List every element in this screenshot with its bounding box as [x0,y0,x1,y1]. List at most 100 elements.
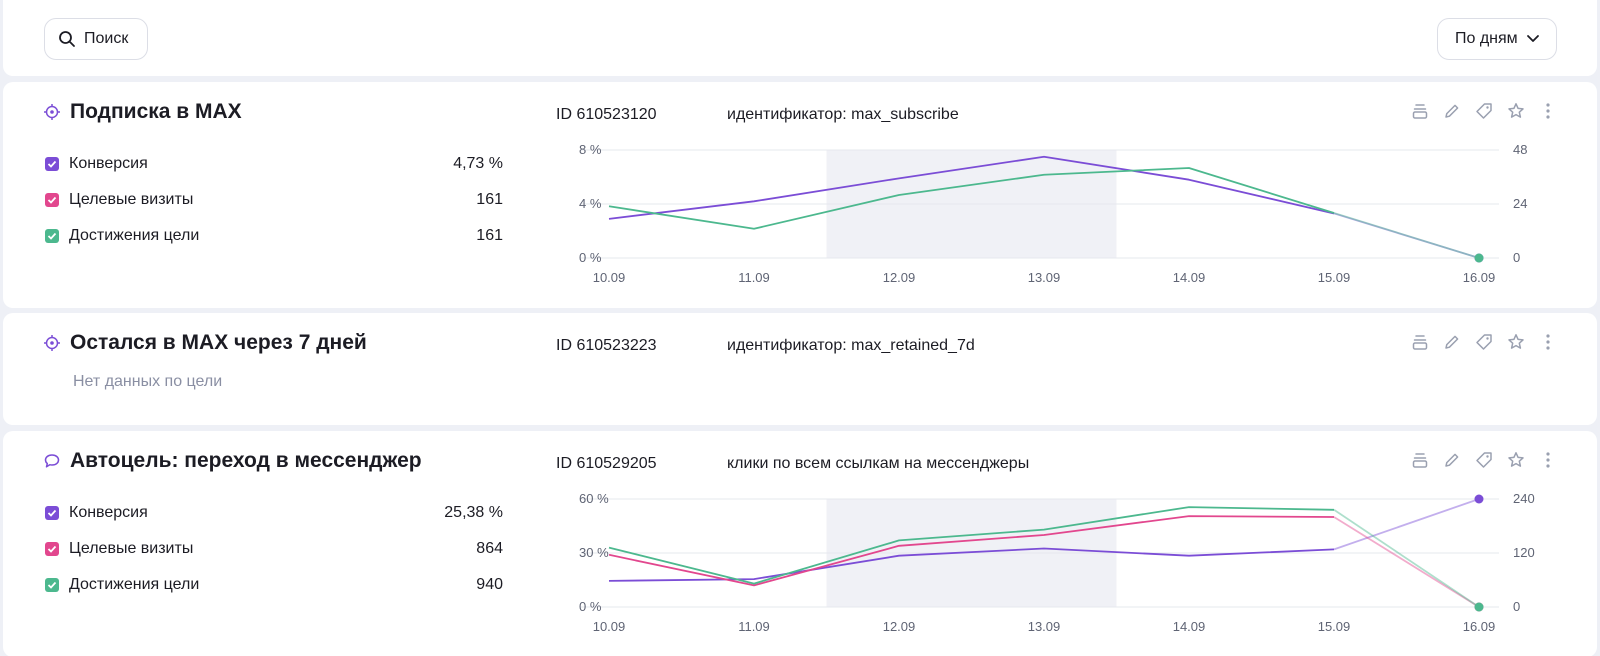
more-vertical-icon[interactable] [1539,332,1557,352]
x-tick: 10.09 [593,619,626,634]
x-tick: 14.09 [1173,619,1206,634]
goal-id: ID 610529205 [556,455,657,472]
metric-label: Достижения цели [69,227,200,244]
y-tick-left: 0 % [579,250,602,265]
tag-icon[interactable] [1475,101,1493,121]
y-tick-right: 0 [1513,250,1520,265]
y-tick-right: 240 [1513,491,1535,506]
x-tick: 14.09 [1173,270,1206,285]
search-button[interactable]: Поиск [44,18,148,60]
metric-value: 4,73 % [453,155,503,172]
checkbox-conversion[interactable] [45,506,59,520]
goal-title-row: Подписка в МАХ [43,100,242,124]
series-tail-reaches [1333,212,1480,259]
no-data-message: Нет данных по цели [73,373,223,390]
series-tail-conversion [1333,212,1480,259]
series-tail-conversion [1333,498,1480,551]
goal-title[interactable]: Остался в МАХ через 7 дней [70,331,367,354]
y-tick-right: 0 [1513,599,1520,614]
target-icon [43,334,61,352]
x-tick: 16.09 [1463,619,1496,634]
stack-icon[interactable] [1411,450,1429,470]
metric-value: 161 [476,191,503,208]
metric-row-reaches: Достижения цели 161 [45,218,503,254]
metric-row-visits: Целевые визиты 864 [45,531,503,567]
metric-row-reaches: Достижения цели 940 [45,567,503,603]
metric-value: 864 [476,540,503,557]
x-tick: 15.09 [1318,270,1351,285]
metric-label: Достижения цели [69,576,200,593]
goal-actions [1411,332,1557,352]
checkbox-visits[interactable] [45,542,59,556]
x-tick: 12.09 [883,619,916,634]
goal-identifier: идентификатор: max_subscribe [727,106,959,123]
star-icon[interactable] [1507,101,1525,121]
metric-row-visits: Целевые визиты 161 [45,182,503,218]
target-icon [43,103,61,121]
metric-value: 940 [476,576,503,593]
checkbox-conversion[interactable] [45,157,59,171]
series-point-conversion [1474,494,1484,504]
x-tick: 12.09 [883,270,916,285]
series-line-reaches [608,167,1335,230]
metric-label: Конверсия [69,155,148,172]
top-toolbar: Поиск По дням [3,0,1597,76]
metric-row-conversion: Конверсия 25,38 % [45,495,503,531]
x-tick: 10.09 [593,270,626,285]
metric-label: Конверсия [69,504,148,521]
series-line-reaches [608,506,1335,585]
metric-row-conversion: Конверсия 4,73 % [45,146,503,182]
y-tick-right: 120 [1513,545,1535,560]
metrics-list: Конверсия 4,73 % Целевые визиты 161 Дост… [45,146,503,254]
y-tick-left: 60 % [579,491,609,506]
goal-card-messenger: Автоцель: переход в мессенджер Конверсия… [3,431,1597,656]
goal-id: ID 610523120 [556,106,657,123]
goal-identifier: идентификатор: max_retained_7d [727,337,975,354]
stack-icon[interactable] [1411,332,1429,352]
goal-title-row: Автоцель: переход в мессенджер [43,449,422,473]
pencil-icon[interactable] [1443,450,1461,470]
goal-chart: 0 % 0 4 % 24 8 % 48 10.09 11.09 12.09 13.09 14.09 1… [579,142,1527,285]
x-tick: 15.09 [1318,619,1351,634]
x-tick: 16.09 [1463,270,1496,285]
x-tick: 11.09 [738,270,770,285]
more-vertical-icon[interactable] [1539,101,1557,121]
star-icon[interactable] [1507,450,1525,470]
metrics-list: Конверсия 25,38 % Целевые визиты 864 Дос… [45,495,503,603]
series-tail-reaches [1333,509,1480,608]
star-icon[interactable] [1507,332,1525,352]
pencil-icon[interactable] [1443,101,1461,121]
goal-title[interactable]: Подписка в МАХ [70,100,242,123]
more-vertical-icon[interactable] [1539,450,1557,470]
y-tick-left: 8 % [579,142,602,157]
series-line-visits [608,515,1335,587]
checkbox-reaches[interactable] [45,229,59,243]
period-select[interactable]: По дням [1437,18,1557,60]
metric-label: Целевые визиты [69,540,194,557]
y-tick-right: 24 [1513,196,1527,211]
x-tick: 13.09 [1028,619,1061,634]
goal-id: ID 610523223 [556,337,657,354]
metric-value: 25,38 % [444,504,503,521]
series-point-reaches [1474,253,1484,263]
y-tick-left: 4 % [579,196,602,211]
tag-icon[interactable] [1475,450,1493,470]
series-point-reaches [1474,602,1484,612]
goal-card-max-subscribe: Подписка в МАХ Конверсия 4,73 % Целевые … [3,82,1597,308]
y-tick-left: 30 % [579,545,609,560]
metric-label: Целевые визиты [69,191,194,208]
period-label: По дням [1455,30,1518,47]
goal-title-row: Остался в МАХ через 7 дней [43,331,367,355]
tag-icon[interactable] [1475,332,1493,352]
goal-actions [1411,101,1557,121]
checkbox-reaches[interactable] [45,578,59,592]
y-tick-left: 0 % [579,599,602,614]
goal-title[interactable]: Автоцель: переход в мессенджер [70,449,422,472]
metric-value: 161 [476,227,503,244]
series-tail-visits [1333,516,1480,608]
stack-icon[interactable] [1411,101,1429,121]
x-tick: 13.09 [1028,270,1061,285]
y-tick-right: 48 [1513,142,1527,157]
pencil-icon[interactable] [1443,332,1461,352]
checkbox-visits[interactable] [45,193,59,207]
